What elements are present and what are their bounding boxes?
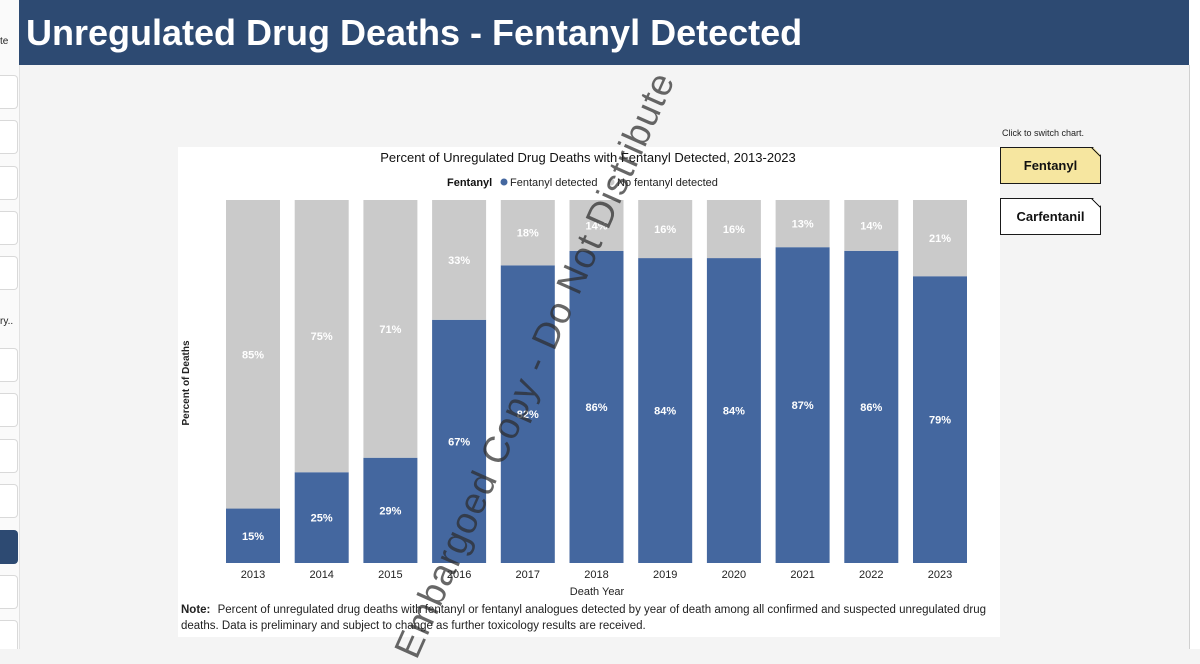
note-line-1: Percent of unregulated drug deaths with … bbox=[218, 604, 986, 616]
legend-marker-fentanyl bbox=[500, 178, 508, 186]
rail-nav-button[interactable] bbox=[0, 348, 18, 382]
bar-fentanyl-2018 bbox=[569, 250, 624, 563]
chart-card: Percent of Unregulated Drug Deaths with … bbox=[178, 147, 1000, 637]
x-tick-2017: 2017 bbox=[516, 569, 540, 581]
right-divider bbox=[1189, 65, 1190, 649]
carfentanil-chart-button[interactable]: Carfentanil bbox=[1000, 198, 1101, 235]
chart-note: Note: Percent of unregulated drug deaths… bbox=[181, 604, 989, 632]
rail-nav-button[interactable] bbox=[0, 439, 18, 473]
rail-nav-button[interactable] bbox=[0, 575, 18, 609]
bar-fentanyl-2021 bbox=[775, 247, 830, 563]
note-line-2: deaths. Data is preliminary and subject … bbox=[181, 620, 646, 632]
rail-nav-button[interactable] bbox=[0, 620, 18, 649]
x-tick-2018: 2018 bbox=[584, 569, 608, 581]
legend-label-fentanyl: Fentanyl detected bbox=[510, 177, 597, 189]
bar-no-fentanyl-2020 bbox=[706, 200, 761, 259]
rail-nav-button[interactable] bbox=[0, 484, 18, 518]
rail-nav-button[interactable] bbox=[0, 166, 18, 200]
x-tick-2013: 2013 bbox=[241, 569, 265, 581]
fentanyl-chart-button[interactable]: Fentanyl bbox=[1000, 147, 1101, 184]
bar-fentanyl-2017 bbox=[500, 265, 555, 563]
rail-nav-button-active[interactable] bbox=[0, 530, 18, 564]
rail-nav-button[interactable] bbox=[0, 75, 18, 109]
x-tick-2020: 2020 bbox=[722, 569, 746, 581]
bar-no-fentanyl-2013 bbox=[226, 200, 280, 509]
bar-label-fentanyl-2023: 79% bbox=[929, 415, 951, 427]
chart-title: Percent of Unregulated Drug Deaths with … bbox=[380, 150, 796, 165]
bar-fentanyl-2022 bbox=[844, 250, 899, 563]
note-label: Note: bbox=[181, 604, 210, 616]
bar-label-no-fentanyl-2015: 71% bbox=[379, 324, 401, 336]
bar-fentanyl-2014 bbox=[294, 472, 349, 563]
bar-label-fentanyl-2016: 67% bbox=[448, 436, 470, 448]
bar-fentanyl-2015 bbox=[363, 457, 418, 563]
x-tick-2019: 2019 bbox=[653, 569, 677, 581]
bar-no-fentanyl-2016 bbox=[432, 200, 487, 320]
bar-label-no-fentanyl-2018: 14% bbox=[585, 220, 607, 232]
bar-label-fentanyl-2019: 84% bbox=[654, 406, 676, 418]
bar-label-fentanyl-2022: 86% bbox=[860, 402, 882, 414]
bar-no-fentanyl-2015 bbox=[363, 200, 418, 458]
x-tick-2021: 2021 bbox=[790, 569, 814, 581]
legend-label-no-fentanyl: No fentanyl detected bbox=[617, 177, 718, 189]
x-tick-2015: 2015 bbox=[378, 569, 402, 581]
bar-label-no-fentanyl-2020: 16% bbox=[723, 224, 745, 236]
x-tick-2023: 2023 bbox=[928, 569, 952, 581]
bars-group: 15% 85% 25% 75% 29% 71% 67% 33% 82% 18% 86% 14% 84% 1… bbox=[226, 200, 967, 563]
chart-legend: Fentanyl Fentanyl detected No fentanyl d… bbox=[447, 177, 718, 189]
y-axis-label: Percent of Deaths bbox=[181, 340, 192, 425]
rail-fragment-top: te bbox=[0, 36, 9, 47]
bar-label-no-fentanyl-2021: 13% bbox=[792, 219, 814, 231]
bar-no-fentanyl-2023 bbox=[913, 200, 967, 277]
legend-marker-no-fentanyl bbox=[607, 178, 615, 186]
bar-fentanyl-2016 bbox=[432, 319, 487, 563]
left-navigation-rail: te ry.. bbox=[0, 0, 20, 649]
bar-no-fentanyl-2021 bbox=[775, 200, 830, 248]
x-tick-2014: 2014 bbox=[309, 569, 333, 581]
bar-label-fentanyl-2014: 25% bbox=[311, 513, 333, 525]
rail-nav-button[interactable] bbox=[0, 393, 18, 427]
bar-label-fentanyl-2013: 15% bbox=[242, 531, 264, 543]
bar-no-fentanyl-2018 bbox=[569, 200, 624, 251]
x-tick-2022: 2022 bbox=[859, 569, 883, 581]
bar-no-fentanyl-2014 bbox=[294, 200, 349, 473]
x-axis-ticks: 2013 2014 2015 2016 2017 2018 2019 2020 2021 2022… bbox=[241, 569, 952, 581]
bar-label-no-fentanyl-2013: 85% bbox=[242, 349, 264, 361]
bar-no-fentanyl-2017 bbox=[500, 200, 555, 266]
legend-title: Fentanyl bbox=[447, 177, 492, 189]
bar-label-fentanyl-2020: 84% bbox=[723, 406, 745, 418]
page-header: Unregulated Drug Deaths - Fentanyl Detec… bbox=[19, 0, 1189, 65]
rail-nav-button[interactable] bbox=[0, 256, 18, 290]
bar-fentanyl-2019 bbox=[638, 258, 693, 563]
x-tick-2016: 2016 bbox=[447, 569, 471, 581]
stacked-bar-chart: Percent of Unregulated Drug Deaths with … bbox=[181, 150, 989, 632]
bar-label-fentanyl-2015: 29% bbox=[379, 505, 401, 517]
bar-no-fentanyl-2019 bbox=[638, 200, 693, 259]
bar-label-no-fentanyl-2016: 33% bbox=[448, 255, 470, 267]
bar-fentanyl-2023 bbox=[913, 276, 967, 563]
bar-label-fentanyl-2018: 86% bbox=[585, 402, 607, 414]
rail-nav-button[interactable] bbox=[0, 120, 18, 154]
bar-label-no-fentanyl-2023: 21% bbox=[929, 233, 951, 245]
bar-no-fentanyl-2022 bbox=[844, 200, 899, 251]
page-title: Unregulated Drug Deaths - Fentanyl Detec… bbox=[26, 12, 803, 53]
switch-chart-hint: Click to switch chart. bbox=[1002, 128, 1085, 138]
rail-fragment-mid: ry.. bbox=[0, 316, 14, 327]
right-edge bbox=[1189, 0, 1200, 649]
bar-label-no-fentanyl-2014: 75% bbox=[311, 331, 333, 343]
bar-label-fentanyl-2017: 82% bbox=[517, 409, 539, 421]
bar-label-no-fentanyl-2022: 14% bbox=[860, 220, 882, 232]
rail-nav-button[interactable] bbox=[0, 211, 18, 245]
bar-fentanyl-2013 bbox=[226, 508, 280, 563]
bar-label-no-fentanyl-2017: 18% bbox=[517, 228, 539, 240]
bar-fentanyl-2020 bbox=[706, 258, 761, 563]
bar-label-no-fentanyl-2019: 16% bbox=[654, 224, 676, 236]
x-axis-label: Death Year bbox=[570, 586, 625, 598]
bar-label-fentanyl-2021: 87% bbox=[792, 400, 814, 412]
